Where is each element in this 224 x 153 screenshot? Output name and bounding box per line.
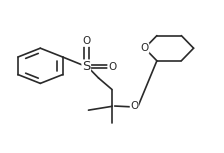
Text: S: S [82,60,90,73]
Text: O: O [140,43,149,53]
Text: O: O [82,36,90,46]
Text: O: O [108,62,116,72]
Text: O: O [130,101,138,111]
